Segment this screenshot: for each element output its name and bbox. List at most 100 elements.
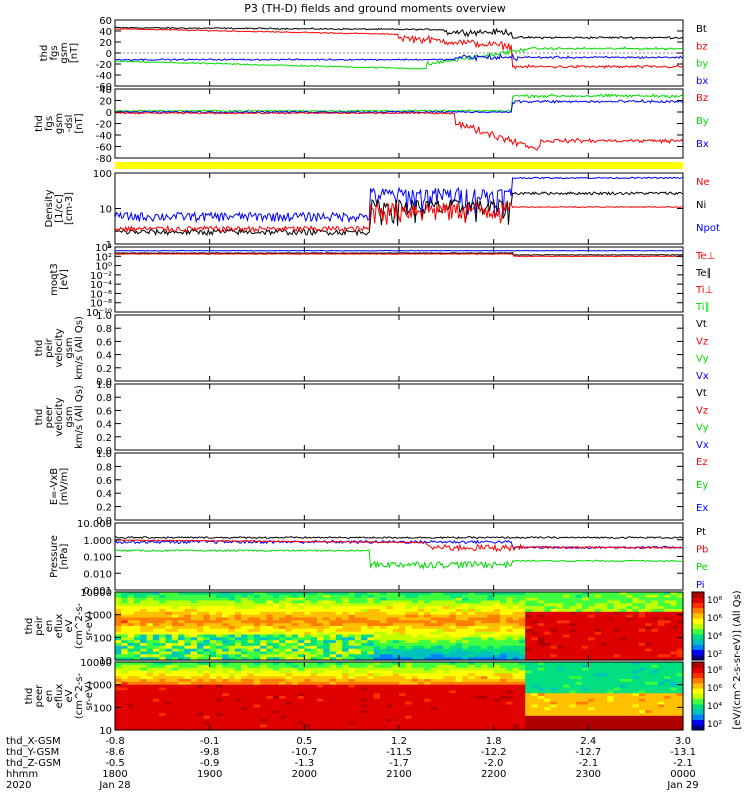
peir-spec-cell [291,606,299,610]
peir-spec-cell [361,597,368,602]
peer-spec-cell [525,707,533,711]
peer-spec-cell [228,662,236,666]
peir-spec-cell [436,592,444,596]
peer-spec-cell [152,687,160,691]
peer-spec-cell [354,696,362,700]
peer-spec-cell [607,693,615,697]
peer-spec-cell [651,721,659,725]
peir-spec-cell [417,626,425,630]
peer-spec-cell [386,724,394,728]
peir-spec-cell [424,594,432,599]
peer-spec-cell [298,704,305,708]
peer-spec-cell [260,707,268,711]
peer-spec-cell [190,673,198,677]
peir-spec-cell [178,640,185,644]
peir-spec-cell [335,592,343,596]
density-ylabel: Density [44,189,55,227]
peer-spec-cell [140,662,148,666]
xaxis-tick-label: -0.9 [200,758,220,769]
peer-spec-cell [676,718,684,723]
peer-spec-cell [525,713,533,717]
peir-spec-cell [216,594,223,599]
peir-spec-cell [462,645,469,650]
peer-spec-cell [405,664,413,669]
peer-spec-cell [493,664,501,669]
peir-spec-cell [481,592,488,596]
peir-spec-cell [279,654,286,658]
peer-spec-cell [575,679,583,683]
peer-spec-cell [241,679,249,683]
peir-spec-cell [291,631,299,636]
peir-velocity-ytick-label: 0.8 [96,324,112,335]
peir-spec-cell [380,640,387,644]
peir-spec-cell [619,637,627,641]
peir-spec-cell [493,634,501,638]
peer-spec-cell [657,710,665,714]
peir-spec-cell [159,637,167,641]
peir-spec-cell [651,634,659,638]
peer-spec-cell [152,713,160,717]
peir-spec-cell [619,594,627,599]
peer-spec-cell [342,724,350,728]
peir-spec-cell [361,592,368,596]
peer-spec-cell [632,724,640,728]
peir-spec-cell [500,626,507,630]
peir-spec-cell [272,628,280,633]
peir-spec-cell [594,617,602,621]
peer-spec-cell [544,664,552,669]
peer-spec-cell [619,687,627,691]
peir-spec-cell [518,597,526,602]
peer-spec-cell [329,713,337,717]
peer-spec-cell [411,713,419,717]
peir-spec-cell [115,600,122,604]
peer-spec-cell [373,718,381,723]
peer-spec-cell [411,701,419,706]
peer-spec-cell [310,724,318,728]
peir-spec-cell [386,617,394,621]
peer-spec-cell [645,710,652,714]
peir-spec-cell [133,620,141,624]
peer-spec-cell [298,718,305,723]
peer-spec-cell [234,701,242,706]
peir-spec-cell [190,594,198,599]
peer-spec-cell [329,727,337,731]
peer-spec-cell [474,681,482,686]
peir-spec-cell [386,648,394,653]
peir-spec-cell [216,603,223,607]
peir-spec-colorbar-tick: 10⁴ [707,632,722,642]
peir-spec-cell [430,651,438,655]
peer-spec-cell [544,676,552,680]
peer-spec-cell [638,707,646,711]
peer-spec-cell [594,690,602,694]
peer-spec-cell [354,693,362,697]
peer-spec-cell [462,698,469,703]
peir-spec-cell [613,648,621,653]
peer-spec-cell [613,676,621,680]
peer-spec-cell [455,707,463,711]
peir-spec-cell [455,637,463,641]
peir-spec-cell [298,620,305,624]
peir-spec-cell [367,643,375,647]
peer-spec-cell [512,670,520,674]
peer-spec-cell [335,704,343,708]
peir-spec-cell [197,657,204,661]
peer-spec-cell [531,667,539,672]
peir-spec-cell [285,645,293,650]
peir-spec-cell [607,617,615,621]
peer-spec-cell [556,713,564,717]
peir-spec-cell [670,637,678,641]
peer-spec-cell [619,710,627,714]
peer-spec-cell [127,662,135,666]
peir-spec-cell [594,620,602,624]
peer-spec-cell [474,713,482,717]
peer-spec-cell [354,724,362,728]
peer-spec-cell [411,662,419,666]
peer-spec-cell [146,721,154,725]
peir-spec-cell [342,603,350,607]
peir-spec-cell [443,611,451,616]
peer-spec-cell [146,681,154,686]
peer-spec-cell [500,684,507,689]
peir-spec-cell [537,626,545,630]
peer-spec-cell [518,670,526,674]
peir-spec-cell [115,648,122,653]
